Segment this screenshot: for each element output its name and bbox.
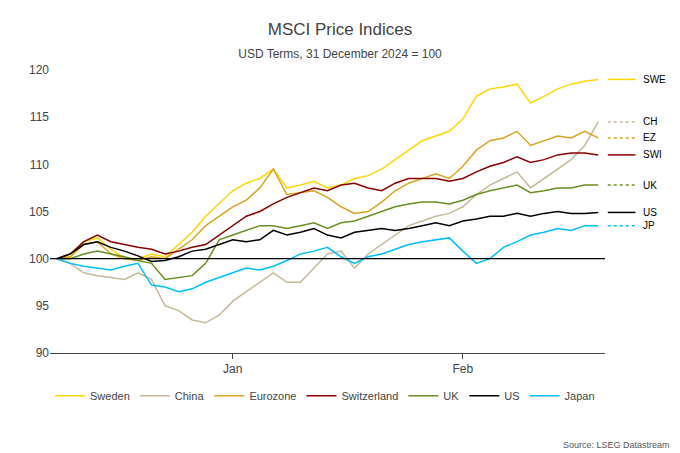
svg-text:Feb: Feb xyxy=(453,362,474,376)
svg-text:Source: LSEG Datastream: Source: LSEG Datastream xyxy=(563,440,670,450)
svg-text:SWE: SWE xyxy=(643,74,666,85)
svg-text:115: 115 xyxy=(30,110,49,124)
svg-text:JP: JP xyxy=(643,220,655,231)
svg-text:UK: UK xyxy=(443,390,459,402)
svg-text:Jan: Jan xyxy=(223,362,242,376)
svg-text:110: 110 xyxy=(30,158,49,172)
svg-text:CH: CH xyxy=(643,116,657,127)
svg-text:Eurozone: Eurozone xyxy=(249,390,296,402)
svg-text:USD Terms, 31 December 2024 =: USD Terms, 31 December 2024 = 100 xyxy=(238,47,442,61)
svg-text:EZ: EZ xyxy=(643,132,656,143)
svg-text:SWI: SWI xyxy=(643,149,662,160)
svg-text:China: China xyxy=(175,390,205,402)
svg-text:Japan: Japan xyxy=(565,390,595,402)
svg-text:Switzerland: Switzerland xyxy=(341,390,398,402)
svg-text:90: 90 xyxy=(36,346,50,360)
svg-text:US: US xyxy=(504,390,519,402)
svg-text:105: 105 xyxy=(29,205,49,219)
svg-text:120: 120 xyxy=(29,63,49,77)
svg-text:100: 100 xyxy=(29,252,49,266)
svg-text:Sweden: Sweden xyxy=(90,390,130,402)
svg-text:95: 95 xyxy=(36,299,50,313)
svg-text:UK: UK xyxy=(643,180,657,191)
svg-text:US: US xyxy=(643,207,657,218)
svg-text:MSCI Price Indices: MSCI Price Indices xyxy=(268,20,413,39)
